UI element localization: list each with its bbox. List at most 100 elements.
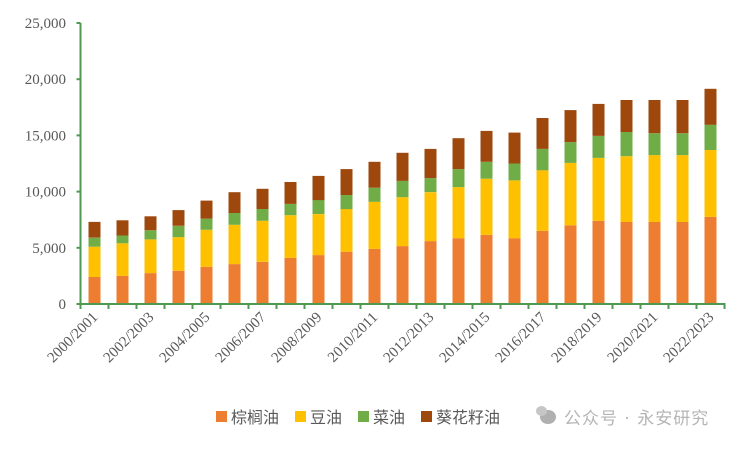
y-tick-label: 0 [59, 297, 67, 313]
legend-swatch-icon [295, 410, 307, 422]
x-tick-label: 2000/2001 [45, 310, 102, 367]
bar-segment [228, 264, 241, 304]
x-tick-label: 2014/2015 [437, 310, 494, 367]
bar-segment [340, 169, 353, 195]
bar-segment [508, 132, 521, 164]
bar-segment [256, 209, 269, 221]
bar-segment [676, 221, 689, 304]
bar-segment [620, 156, 633, 222]
bar-segment [88, 246, 101, 277]
bar-segment [340, 195, 353, 210]
bar-segment [648, 155, 661, 222]
bar-segment [676, 133, 689, 156]
bar-segment [564, 162, 577, 226]
bar-segment [144, 239, 157, 274]
bars-group [88, 88, 717, 304]
bar-segment [88, 237, 101, 247]
bar-segment [368, 187, 381, 202]
bar-segment [424, 178, 437, 193]
bar-segment [172, 270, 185, 304]
bar-segment [312, 175, 325, 201]
bar-segment [256, 188, 269, 209]
bar-segment [704, 124, 717, 150]
bar-segment [564, 142, 577, 163]
bar-segment [536, 148, 549, 171]
bar-segment [200, 266, 213, 304]
legend-item-soybean-oil: 豆油 [295, 404, 342, 428]
bar-segment [648, 221, 661, 304]
bar-segment [116, 243, 129, 276]
bar-segment [172, 237, 185, 271]
bar-segment [592, 157, 605, 221]
bar-segment [312, 255, 325, 304]
legend-label: 葵花籽油 [436, 408, 501, 427]
bar-segment [564, 225, 577, 304]
bar-segment [312, 200, 325, 214]
bar-segment [284, 257, 297, 304]
y-tick-label: 5,000 [32, 241, 66, 257]
y-tick-label: 10,000 [25, 185, 66, 201]
legend-label: 豆油 [310, 408, 343, 427]
bar-segment [256, 261, 269, 304]
bar-segment [144, 216, 157, 231]
bar-segment [396, 246, 409, 304]
x-tick-label: 2012/2013 [381, 310, 438, 367]
bar-segment [256, 220, 269, 262]
bar-segment [564, 110, 577, 143]
bar-segment [592, 220, 605, 304]
bar-segment [368, 201, 381, 249]
bar-segment [620, 100, 633, 132]
bar-segment [88, 277, 101, 304]
bar-segment [536, 230, 549, 304]
bar-segment [368, 248, 381, 304]
bar-segment [172, 225, 185, 238]
bar-segment [592, 136, 605, 158]
bar-segment [340, 251, 353, 304]
bar-segment [396, 197, 409, 247]
bar-segment [88, 221, 101, 238]
bar-segment [424, 192, 437, 242]
bar-segment [340, 209, 353, 252]
bar-segment [200, 218, 213, 230]
axes-group [79, 23, 726, 305]
x-tick-label: 2004/2005 [157, 310, 214, 367]
bar-segment [676, 155, 689, 222]
bar-segment [592, 103, 605, 136]
bar-segment [424, 148, 437, 179]
bar-segment [172, 210, 185, 226]
bar-segment [396, 180, 409, 198]
bar-segment [480, 161, 493, 179]
bar-segment [200, 229, 213, 267]
bar-segment [396, 152, 409, 181]
legend-item-palm-oil: 棕榈油 [216, 404, 279, 428]
bar-segment [452, 169, 465, 188]
bar-segment [452, 138, 465, 170]
bar-segment [228, 224, 241, 265]
bar-segment [228, 192, 241, 213]
bar-segment [620, 132, 633, 157]
bar-segment [144, 230, 157, 240]
bar-segment [508, 238, 521, 304]
legend-swatch-icon [358, 410, 370, 422]
legend-item-rapeseed-oil: 菜油 [358, 404, 405, 428]
bar-segment [452, 187, 465, 239]
x-tick-label: 2016/2017 [493, 309, 550, 366]
x-tick-label: 2018/2019 [549, 310, 606, 367]
y-tick-label: 25,000 [25, 16, 66, 32]
bar-segment [536, 118, 549, 149]
bar-segment [312, 214, 325, 256]
bar-segment [284, 215, 297, 258]
watermark: 公众号 · 永安研究 [536, 404, 710, 429]
legend-swatch-icon [421, 410, 433, 422]
y-tick-label: 20,000 [25, 72, 66, 88]
bar-segment [648, 133, 661, 156]
watermark-text: 公众号 · 永安研究 [564, 409, 710, 429]
bar-segment [480, 178, 493, 235]
bar-segment [508, 180, 521, 239]
bar-segment [116, 220, 129, 236]
legend-label: 菜油 [373, 408, 406, 427]
bar-segment [620, 221, 633, 304]
bar-segment [424, 241, 437, 304]
x-tick-label: 2006/2007 [213, 309, 270, 366]
